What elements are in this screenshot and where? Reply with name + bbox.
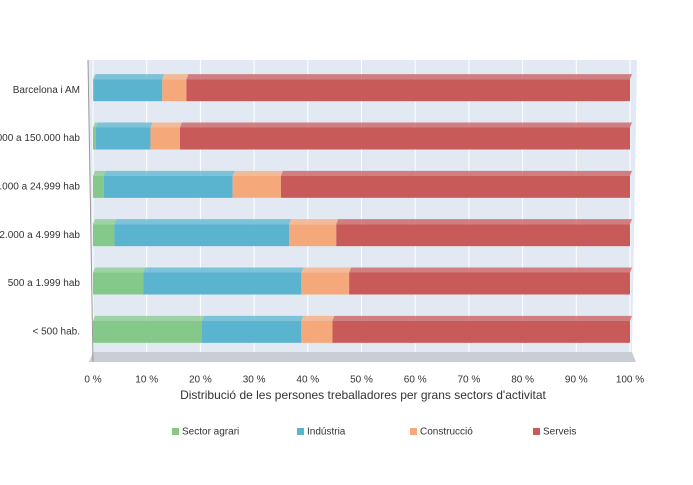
bar-top-face [336, 219, 632, 225]
bar-segment [94, 79, 163, 102]
bar-top-face [202, 315, 304, 321]
bar-top-face [143, 267, 304, 273]
bar-segment [162, 79, 187, 102]
x-axis-title: Distribució de les persones treballadore… [180, 388, 546, 402]
bar-top-face [93, 267, 146, 273]
bar-segment [301, 320, 333, 343]
bar-segment [280, 175, 630, 198]
y-axis-line [87, 59, 94, 363]
plot-back-wall [88, 60, 637, 352]
x-tick-label: 60 % [404, 375, 427, 386]
bar-top-face [150, 122, 182, 128]
bar-top-face [280, 170, 632, 176]
legend-label: Serveis [543, 427, 576, 438]
y-tick-label: 2.000 a 4.999 hab [0, 230, 80, 241]
x-tick-label: 40 % [296, 375, 319, 386]
bar-segment [93, 175, 104, 198]
bar-top-face [162, 74, 189, 80]
bar-segment [114, 224, 290, 247]
plot-floor [89, 352, 636, 362]
bar-segment [103, 175, 233, 198]
bar-segment [93, 79, 95, 102]
bar-segment [93, 224, 115, 247]
bar-top-face [93, 315, 205, 321]
legend-label: Indústria [307, 427, 346, 438]
bar-top-face [114, 219, 292, 225]
bar-segment [179, 127, 630, 150]
y-tick-label: 5.000 a 24.999 hab [0, 181, 80, 192]
y-tick-label: < 500 hab. [32, 326, 80, 337]
y-tick-label: Barcelona i AM [13, 85, 80, 96]
bar-segment [349, 272, 630, 295]
bar-segment [232, 175, 281, 198]
bar-segment [289, 224, 337, 247]
bar-top-face [186, 74, 633, 80]
bar-segment [332, 320, 630, 343]
bar-top-face [103, 170, 235, 176]
bar-top-face [179, 122, 632, 128]
x-tick-label: 80 % [511, 375, 534, 386]
x-tick-label: 50 % [350, 375, 373, 386]
bar-segment [150, 127, 180, 150]
legend-swatch [410, 428, 417, 435]
bar-segment [95, 127, 151, 150]
bar-segment [301, 272, 350, 295]
bar-segment [336, 224, 630, 247]
x-tick-label: 20 % [189, 375, 212, 386]
bar-top-face [349, 267, 632, 273]
legend-swatch [172, 428, 179, 435]
x-tick-label: 90 % [565, 375, 588, 386]
x-tick-label: 30 % [243, 375, 266, 386]
legend-label: Sector agrari [182, 427, 239, 438]
bar-top-face [93, 122, 98, 128]
x-tick-label: 10 % [135, 375, 158, 386]
y-tick-label: 5.000 a 150.000 hab [0, 133, 80, 144]
bar-top-face [93, 219, 117, 225]
bar-top-face [94, 74, 165, 80]
bar-top-face [301, 315, 335, 321]
bar-top-face [95, 122, 153, 128]
bar-segment [93, 272, 144, 295]
bar-top-face [93, 74, 97, 80]
bar-top-face [289, 219, 339, 225]
x-tick-label: 70 % [458, 375, 481, 386]
bar-top-face [301, 267, 352, 273]
legend-swatch [297, 428, 304, 435]
x-tick-label: 100 % [616, 375, 644, 386]
y-tick-label: 500 a 1.999 hab [8, 278, 81, 289]
bar-segment [143, 272, 302, 295]
legend-label: Construcció [420, 427, 473, 438]
bar-top-face [93, 170, 106, 176]
bar-top-face [232, 170, 283, 176]
legend-swatch [533, 428, 540, 435]
bar-segment [93, 320, 203, 343]
bar-segment [202, 320, 302, 343]
x-tick-label: 0 % [84, 375, 101, 386]
bar-top-face [332, 315, 632, 321]
bar-segment [93, 127, 96, 150]
bar-segment [186, 79, 631, 102]
